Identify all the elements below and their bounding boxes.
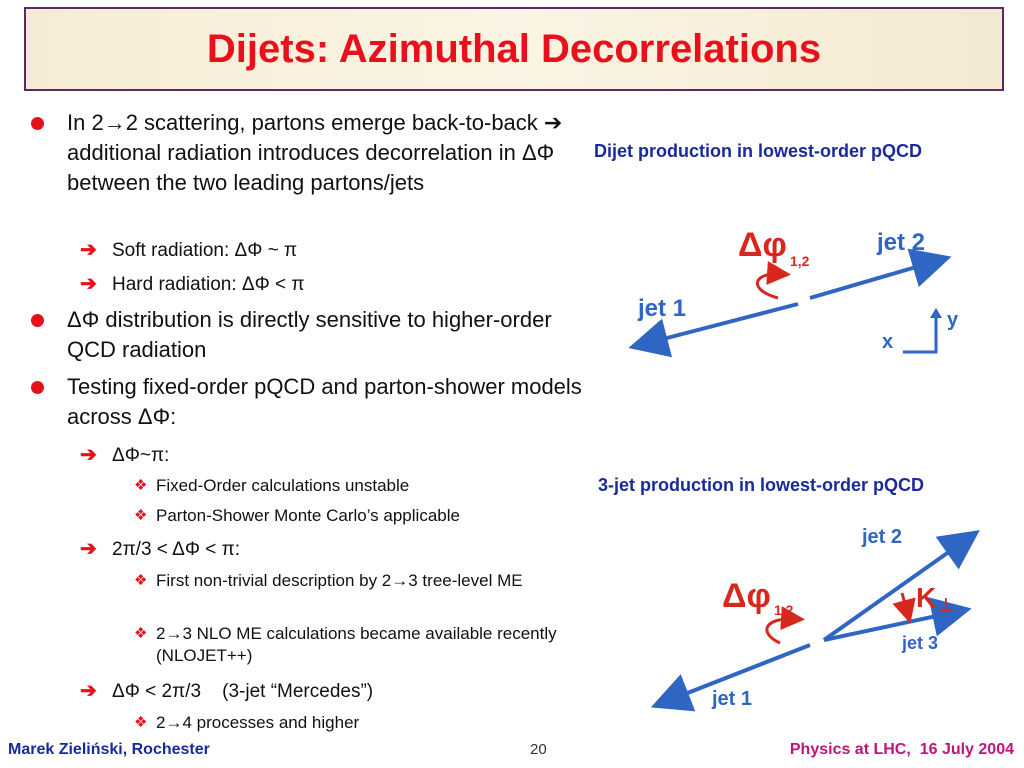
arrow-bullet-icon: ➔ [80, 680, 97, 702]
y-axis-label: y [947, 309, 959, 331]
three-jet-diagram: Δφ 1,2 K ⊥ jet 2 jet 3 jet 1 [650, 526, 980, 712]
diamond-bullet-icon: ❖ [134, 477, 148, 494]
x-axis-label: x [882, 331, 893, 353]
bullet-item: Testing fixed-order pQCD and parton-show… [31, 372, 587, 432]
y-axis-arrowhead-icon [930, 308, 942, 318]
delta-phi-arc [755, 261, 791, 300]
sub-sub-bullet-text: Fixed-Order calculations unstable [156, 476, 410, 495]
bullet-item: ΔΦ distribution is directly sensitive to… [31, 305, 587, 365]
kt-label: K [916, 582, 936, 613]
footer-event: Physics at LHC, 16 July 2004 [789, 741, 1014, 758]
sub-sub-bullet-item: ❖ Fixed-Order calculations unstable [134, 475, 566, 497]
sub-sub-bullet-text: 2→3 NLO ME calculations became available… [156, 624, 557, 665]
jet2-arrow [822, 530, 980, 642]
jet2-arrow [809, 248, 952, 300]
page-number: 20 [530, 741, 547, 758]
sub-sub-bullet-item: ❖ 2→3 NLO ME calculations became availab… [134, 623, 566, 667]
bullet-list: In 2→2 scattering, partons emerge back-t… [31, 108, 587, 734]
sub-bullet-item: ➔ Soft radiation: ΔΦ ~ π [80, 238, 582, 263]
bullet-dot-icon [31, 117, 44, 130]
bullet-dot-icon [31, 314, 44, 327]
jet1-arrow [650, 643, 811, 712]
jet3-arrow [823, 597, 972, 642]
dijet-diagram: Δφ 1,2 jet 2 jet 1 x y [628, 226, 959, 358]
jet1-label: jet 1 [637, 295, 686, 322]
sub-bullet-item: ➔ 2π/3 < ΔΦ < π: [80, 537, 582, 562]
sub-sub-bullet-item: ❖ 2→4 processes and higher [134, 712, 566, 734]
sub-bullet-item: ➔ ΔΦ~π: [80, 443, 582, 468]
sub-sub-bullet-text: Parton-Shower Monte Carlo’s applicable [156, 506, 460, 525]
sub-bullet-text: ΔΦ~π: [112, 445, 170, 466]
diamond-bullet-icon: ❖ [134, 572, 148, 589]
bullet-text: Testing fixed-order pQCD and parton-show… [67, 374, 582, 429]
delta-phi-arc [765, 606, 805, 645]
kt-subscript: ⊥ [938, 595, 954, 615]
jet1-label: jet 1 [711, 688, 752, 710]
jet2-label: jet 2 [861, 526, 902, 548]
three-jet-caption: 3-jet production in lowest-order pQCD [598, 475, 925, 495]
sub-bullet-text: 2π/3 < ΔΦ < π: [112, 539, 241, 560]
arrow-bullet-icon: ➔ [80, 239, 97, 261]
arrow-bullet-icon: ➔ [80, 273, 97, 295]
delta-phi-subscript: 1,2 [790, 253, 810, 269]
slide-title: Dijets: Azimuthal Decorrelations [206, 26, 822, 71]
arrow-bullet-icon: ➔ [80, 538, 97, 560]
delta-phi-label: Δφ [722, 577, 771, 615]
dijet-caption: Dijet production in lowest-order pQCD [594, 141, 922, 161]
diamond-bullet-icon: ❖ [134, 714, 148, 731]
sub-sub-bullet-item: ❖ First non-trivial description by 2→3 t… [134, 570, 566, 592]
footer-author: Marek Zieliński, Rochester [8, 741, 210, 758]
bullet-text: ΔΦ distribution is directly sensitive to… [67, 307, 552, 362]
bullet-text: In 2→2 scattering, partons emerge back-t… [67, 110, 563, 195]
sub-bullet-text: Hard radiation: ΔΦ < π [112, 274, 305, 295]
sub-bullet-item: ➔ ΔΦ < 2π/3 (3-jet “Mercedes”) [80, 679, 582, 704]
sub-bullet-text: ΔΦ < 2π/3 (3-jet “Mercedes”) [112, 681, 374, 702]
diamond-bullet-icon: ❖ [134, 625, 148, 642]
arrow-bullet-icon: ➔ [80, 444, 97, 466]
delta-phi-label: Δφ [738, 226, 787, 264]
title-banner: Dijets: Azimuthal Decorrelations [24, 7, 1004, 91]
jet1-arrow [628, 302, 799, 358]
sub-bullet-text: Soft radiation: ΔΦ ~ π [112, 240, 298, 261]
jet3-label: jet 3 [901, 633, 938, 653]
kt-arrow [892, 592, 916, 624]
jet2-label: jet 2 [876, 229, 925, 256]
axes-icon [903, 315, 938, 354]
diamond-bullet-icon: ❖ [134, 507, 148, 524]
sub-bullet-item: ➔ Hard radiation: ΔΦ < π [80, 272, 582, 297]
sub-sub-bullet-item: ❖ Parton-Shower Monte Carlo’s applicable [134, 505, 566, 527]
delta-phi-subscript: 1,2 [774, 602, 794, 618]
sub-sub-bullet-text: First non-trivial description by 2→3 tre… [156, 571, 523, 590]
bullet-item: In 2→2 scattering, partons emerge back-t… [31, 108, 587, 198]
bullet-dot-icon [31, 381, 44, 394]
sub-sub-bullet-text: 2→4 processes and higher [156, 713, 360, 732]
